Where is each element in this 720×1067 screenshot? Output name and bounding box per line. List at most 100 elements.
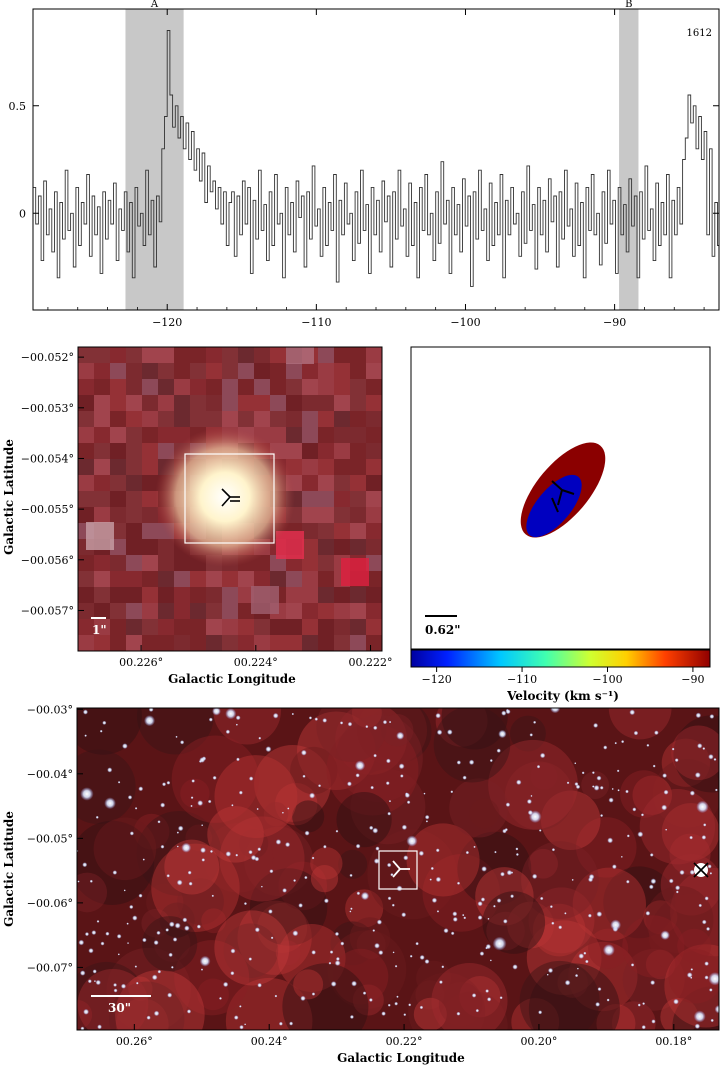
- star-point: [704, 975, 709, 980]
- image-pixel: [302, 363, 318, 379]
- image-pixel: [302, 395, 318, 411]
- nebula-region: [207, 806, 264, 863]
- x-tick-label: 00.224°: [234, 656, 278, 669]
- image-pixel: [190, 587, 206, 603]
- zoom-frame: [77, 346, 383, 652]
- image-pixel: [318, 587, 334, 603]
- y-tick-label: 0: [19, 207, 26, 220]
- image-pixel: [142, 475, 158, 491]
- star-point: [148, 708, 154, 712]
- y-tick-label: −00.056°: [21, 554, 74, 567]
- star-point: [607, 837, 614, 844]
- x-tick-label: 00.226°: [119, 656, 163, 669]
- star-point: [385, 758, 391, 764]
- nebula-region: [77, 969, 149, 1030]
- star-point: [172, 937, 178, 942]
- star-point: [381, 1011, 386, 1016]
- image-pixel: [94, 459, 110, 475]
- nebula-region: [356, 929, 386, 959]
- image-pixel: [190, 363, 206, 379]
- star-point: [506, 869, 513, 876]
- star-point: [558, 925, 563, 930]
- image-pixel: [254, 411, 270, 427]
- star-point: [304, 875, 308, 880]
- nebula-region: [622, 948, 685, 1011]
- star-point: [611, 787, 614, 791]
- image-pixel: [126, 411, 142, 427]
- image-pixel: [254, 635, 270, 651]
- star-point: [349, 873, 353, 878]
- nebula-region: [128, 976, 153, 1001]
- image-pixel: [126, 491, 142, 507]
- image-pixel: [350, 619, 366, 635]
- star-point: [184, 925, 190, 931]
- image-pixel: [350, 379, 366, 395]
- nebula-region: [115, 969, 205, 1030]
- star-point: [652, 764, 656, 768]
- nebula-region: [519, 960, 600, 1030]
- star-point: [201, 858, 206, 862]
- image-pixel: [318, 475, 334, 491]
- nebula-region: [352, 984, 384, 1016]
- image-pixel: [110, 347, 126, 363]
- star-point: [177, 825, 184, 832]
- star-point: [239, 1024, 244, 1030]
- image-pixel: [366, 507, 382, 523]
- star-point: [157, 969, 162, 974]
- star-point: [456, 760, 462, 765]
- image-pixel: [94, 555, 110, 571]
- star-point: [515, 847, 519, 851]
- nebula-region: [511, 998, 560, 1030]
- image-pixel: [174, 347, 190, 363]
- star-point: [322, 718, 328, 723]
- image-pixel: [94, 379, 110, 395]
- image-pixel: [190, 379, 206, 395]
- image-pixel: [366, 491, 382, 507]
- nebula-region: [142, 916, 198, 972]
- star-point: [566, 781, 570, 785]
- star-point: [123, 889, 126, 892]
- nebula-region: [332, 948, 389, 1005]
- star-point: [462, 913, 465, 917]
- image-pixel: [238, 587, 254, 603]
- wide-cross-marker: [693, 862, 709, 878]
- star-point: [176, 879, 183, 886]
- image-pixel: [302, 379, 318, 395]
- image-pixel: [302, 571, 318, 587]
- nebula-region: [482, 891, 546, 954]
- star-point: [112, 870, 118, 875]
- star-point: [382, 719, 388, 725]
- star-point: [549, 708, 561, 714]
- image-pixel: [318, 507, 334, 523]
- star-point: [386, 862, 392, 868]
- image-pixel: [158, 539, 174, 555]
- star-point: [675, 890, 679, 894]
- image-pixel: [286, 571, 302, 587]
- image-pixel: [334, 443, 350, 459]
- nebula-region: [77, 820, 155, 905]
- star-point: [492, 936, 507, 951]
- nebula-region: [528, 848, 558, 879]
- image-pixel: [222, 635, 238, 651]
- nebula-region: [214, 755, 298, 839]
- wide-region-box: [378, 850, 418, 890]
- star-point: [630, 963, 635, 967]
- image-pixel: [110, 459, 126, 475]
- image-pixel: [158, 427, 174, 443]
- wide-scale-label: 30": [108, 1001, 131, 1015]
- image-pixel: [286, 363, 302, 379]
- image-pixel: [270, 635, 286, 651]
- nebula-region: [177, 878, 224, 925]
- star-point: [79, 970, 86, 976]
- image-pixel: [366, 619, 382, 635]
- image-pixel: [110, 379, 126, 395]
- nebula-region: [244, 826, 314, 897]
- star-point: [468, 759, 475, 765]
- star-point: [632, 807, 637, 812]
- nebula-region: [223, 923, 279, 978]
- shaded-region-label: B: [625, 0, 632, 10]
- star-point: [446, 729, 453, 735]
- nebula-region: [603, 866, 676, 939]
- nebula-region: [349, 917, 391, 958]
- nebula-region: [93, 817, 157, 881]
